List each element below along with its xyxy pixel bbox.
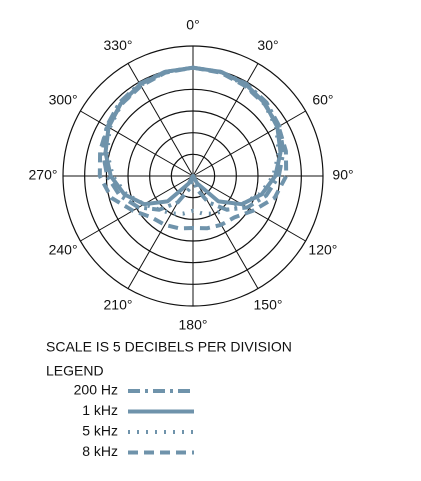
angle-label: 90° — [332, 167, 353, 183]
angle-label: 120° — [308, 242, 337, 258]
angle-label: 30° — [257, 37, 278, 53]
angle-label: 150° — [254, 297, 283, 313]
series-line — [105, 65, 281, 216]
angle-label: 210° — [104, 297, 133, 313]
legend-label: 5 kHz — [82, 423, 118, 439]
grid-spoke — [127, 63, 194, 177]
angle-label: 60° — [312, 92, 333, 108]
angle-label: 270° — [29, 167, 58, 183]
scale-note: SCALE IS 5 DECIBELS PER DIVISION — [46, 339, 292, 355]
legend-title: LEGEND — [46, 363, 104, 379]
grid-spoke — [192, 175, 259, 289]
angle-label: 240° — [49, 242, 78, 258]
grid-spoke — [192, 110, 306, 177]
grid-spoke — [80, 110, 194, 177]
grid-spoke — [127, 175, 194, 289]
grid-spoke — [192, 63, 259, 177]
legend-label: 1 kHz — [82, 402, 118, 418]
angle-label: 180° — [179, 317, 208, 333]
legend-label: 8 kHz — [82, 443, 118, 459]
angle-label: 300° — [49, 92, 78, 108]
angle-label: 330° — [104, 37, 133, 53]
legend-label: 200 Hz — [74, 382, 118, 398]
series-line — [97, 65, 289, 231]
angle-label: 0° — [186, 17, 199, 33]
